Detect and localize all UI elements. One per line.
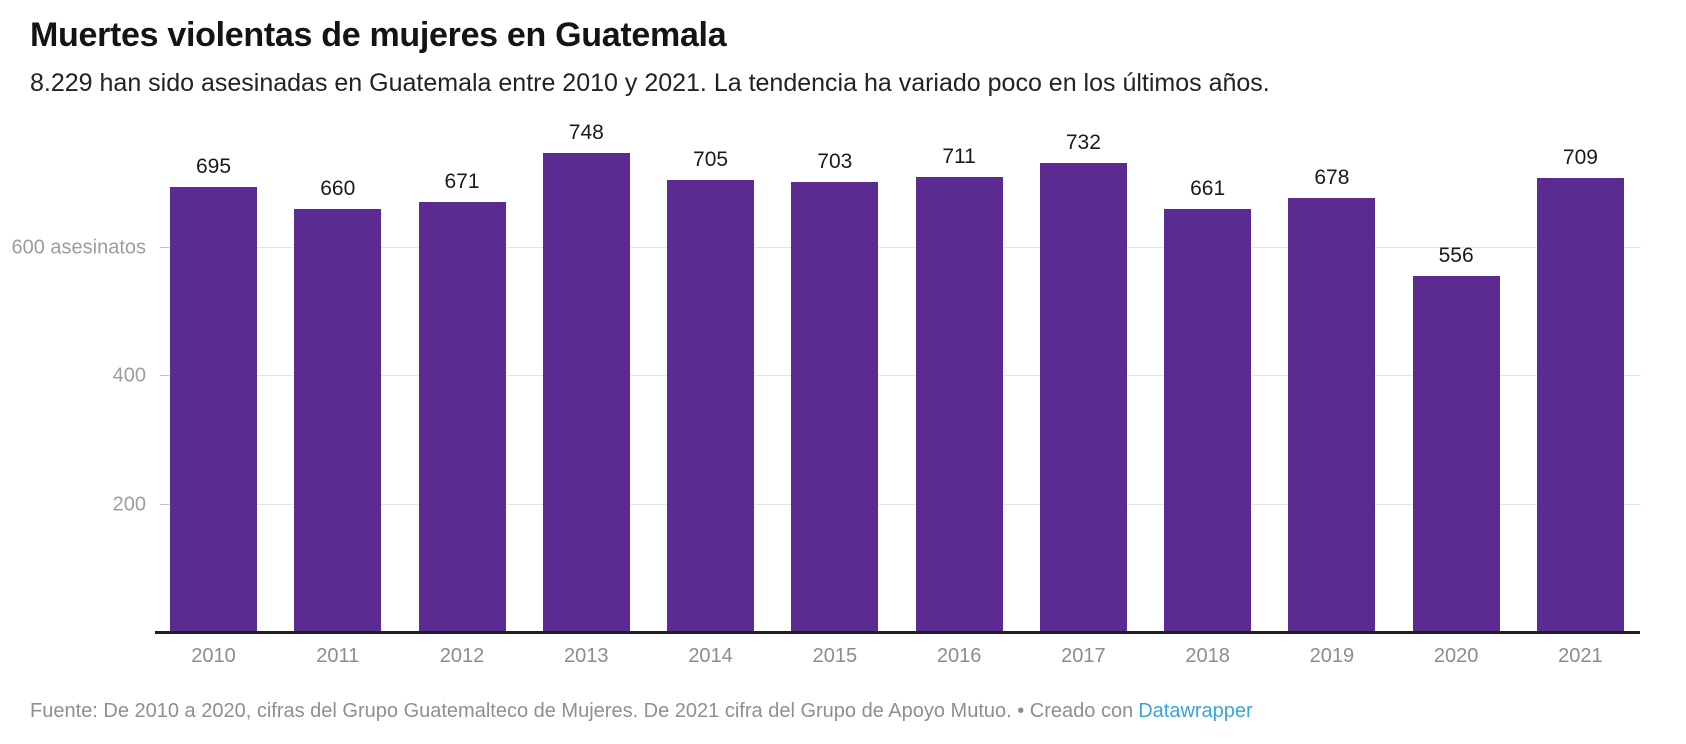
- bar-column-2010: 695: [170, 138, 257, 633]
- gridline-600: [160, 246, 1641, 248]
- bar-column-2015: 703: [791, 138, 879, 633]
- bar-value-2019: 678: [1314, 165, 1350, 189]
- bar-column-2013: 748: [542, 121, 630, 633]
- bar-column-2016: 711: [915, 138, 1003, 633]
- bar-value-2017: 732: [1065, 131, 1101, 155]
- datawrapper-link[interactable]: Datawrapper: [1138, 700, 1253, 722]
- x-tick-label-2010: 2010: [191, 645, 236, 667]
- x-tick-label-2017: 2017: [1061, 645, 1106, 667]
- bar-value-2020: 556: [1438, 244, 1474, 268]
- y-tick-200: [160, 503, 169, 505]
- bar-2010: [170, 186, 257, 633]
- bar-column-2018: 661: [1164, 138, 1252, 633]
- bar-2019: [1288, 197, 1376, 633]
- y-tick-400: [160, 375, 169, 377]
- bar-2017: [1039, 163, 1127, 633]
- bar-value-2013: 748: [568, 120, 604, 144]
- bar-column-2021: 709: [1536, 138, 1624, 633]
- bar-column-2012: 671: [418, 138, 506, 633]
- x-tick-label-2013: 2013: [564, 645, 609, 667]
- bar-column-2011: 660: [294, 138, 382, 633]
- x-tick-label-2018: 2018: [1185, 645, 1230, 667]
- chart-subtitle: 8.229 han sido asesinadas en Guatemala e…: [30, 69, 1270, 97]
- footer: Fuente: De 2010 a 2020, cifras del Grupo…: [30, 698, 1253, 724]
- bar-value-2012: 671: [444, 170, 480, 194]
- bar-2018: [1164, 208, 1252, 633]
- bar-value-2015: 703: [817, 149, 853, 173]
- x-tick-label-2015: 2015: [812, 645, 858, 667]
- bar-2020: [1412, 276, 1500, 633]
- gridline-200: [160, 503, 1641, 505]
- gridline-400: [160, 375, 1641, 377]
- bar-2013: [542, 152, 630, 633]
- x-tick-label-2020: 2020: [1433, 645, 1479, 667]
- bar-value-2010: 695: [195, 154, 232, 178]
- x-tick-label-2019: 2019: [1309, 645, 1355, 667]
- y-axis-labels: 200 400 600 asesinatos: [0, 138, 146, 633]
- x-tick-label-2011: 2011: [316, 645, 360, 667]
- y-tick-600: [160, 246, 169, 248]
- bar-2011: [294, 209, 382, 633]
- bar-column-2019: 678: [1288, 138, 1376, 633]
- bar-value-2011: 660: [320, 177, 356, 201]
- bar-2021: [1536, 177, 1624, 633]
- x-axis-baseline: [155, 631, 1640, 634]
- bar-value-2018: 661: [1190, 176, 1226, 200]
- x-axis-labels: 2010 2011 2012 2013 2014 2015 2016 2017 2018 2019…: [160, 645, 1641, 667]
- bar-column-2020: 556: [1412, 138, 1500, 633]
- x-tick-label-2021: 2021: [1558, 645, 1603, 667]
- bar-2014: [667, 180, 755, 633]
- bar-2015: [791, 181, 879, 633]
- bars-container: 695 660 671 748 705 703 711 732 661 678 556 709: [160, 121, 1641, 633]
- x-tick-label-2012: 2012: [439, 645, 485, 667]
- bar-value-2014: 705: [693, 148, 729, 172]
- gridlines: [160, 138, 1641, 633]
- x-tick-label-2014: 2014: [688, 645, 733, 667]
- y-tick-label-400: 400: [112, 364, 146, 387]
- bar-2016: [915, 176, 1003, 633]
- y-tick-label-200: 200: [112, 493, 146, 516]
- x-tick-label-2016: 2016: [936, 645, 982, 667]
- bar-value-2021: 709: [1562, 145, 1598, 169]
- y-tick-label-600: 600 asesinatos: [11, 236, 146, 259]
- bar-column-2017: 732: [1039, 131, 1127, 633]
- bar-value-2016: 711: [942, 144, 976, 168]
- plot-area: 695 660 671 748 705 703 711 732 661 678 556 709: [160, 121, 1641, 633]
- bar-2012: [418, 202, 506, 633]
- bar-column-2014: 705: [667, 138, 755, 633]
- chart-title: Muertes violentas de mujeres en Guatemal…: [30, 16, 727, 54]
- source-text: Fuente: De 2010 a 2020, cifras del Grupo…: [30, 700, 1134, 722]
